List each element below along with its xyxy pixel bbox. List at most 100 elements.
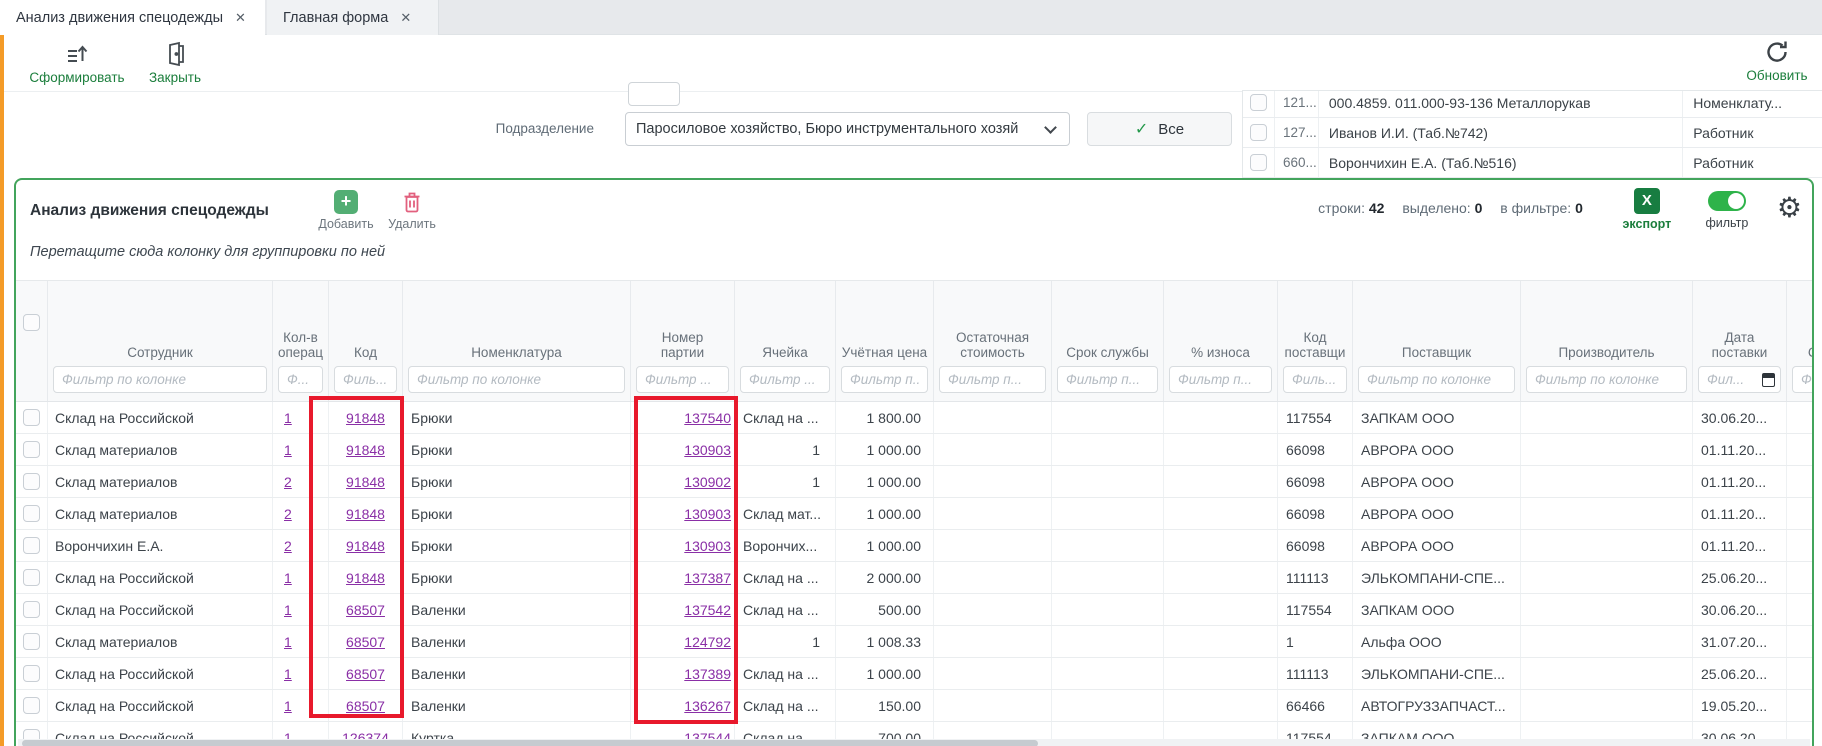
row-checkbox[interactable]: [23, 505, 40, 522]
filter-input-batch[interactable]: [636, 366, 729, 393]
row-checkbox[interactable]: [23, 697, 40, 714]
table-row[interactable]: Склад на Российской 1 68507 Валенки 1373…: [16, 658, 1812, 690]
filter-input-service-life[interactable]: [1057, 366, 1158, 393]
select-all-button[interactable]: ✓ Все: [1087, 112, 1232, 146]
table-row[interactable]: Склад на Российской 1 68507 Валенки 1375…: [16, 594, 1812, 626]
cell-code-link[interactable]: 68507: [329, 658, 403, 689]
cell-code-link[interactable]: 91848: [329, 498, 403, 529]
col-header-employee[interactable]: Сотрудник: [48, 281, 273, 364]
cell-code-link[interactable]: 68507: [329, 690, 403, 721]
cell-batch-link[interactable]: 137542: [631, 594, 735, 625]
col-header-supplier-code[interactable]: Код поставщи: [1278, 281, 1353, 364]
tab-analysis[interactable]: Анализ движения спецодежды ✕: [0, 0, 265, 35]
col-header-manufacturer[interactable]: Производитель: [1521, 281, 1693, 364]
toggle-on-icon[interactable]: [1707, 191, 1746, 211]
cell-ops-link[interactable]: 1: [273, 402, 329, 433]
cell-ops-link[interactable]: 1: [273, 434, 329, 465]
col-header-cell[interactable]: Ячейка: [735, 281, 836, 364]
calendar-icon[interactable]: [1762, 373, 1775, 387]
filter-input-cell[interactable]: [740, 366, 830, 393]
table-row[interactable]: Склад материалов 2 91848 Брюки 130902 1 …: [16, 466, 1812, 498]
list-item[interactable]: 121... 000.4859. 011.000-93-136 Металлор…: [1243, 91, 1822, 118]
add-button[interactable]: + Добавить: [314, 190, 378, 231]
cell-code-link[interactable]: 91848: [329, 530, 403, 561]
col-header-residual[interactable]: Остаточная стоимость: [934, 281, 1052, 364]
cell-code-link[interactable]: 91848: [329, 562, 403, 593]
col-header-series[interactable]: Се: [1787, 281, 1812, 364]
cell-batch-link[interactable]: 124792: [631, 626, 735, 657]
scrollbar-thumb[interactable]: [22, 740, 1038, 746]
filter-input-residual[interactable]: [939, 366, 1046, 393]
col-header-wear[interactable]: % износа: [1164, 281, 1278, 364]
col-header-delivery-date[interactable]: Дата поставки: [1693, 281, 1787, 364]
cell-batch-link[interactable]: 130903: [631, 498, 735, 529]
filter-input-supplier[interactable]: [1358, 366, 1515, 393]
cell-batch-link[interactable]: 130902: [631, 466, 735, 497]
cell-ops-link[interactable]: 1: [273, 658, 329, 689]
list-item[interactable]: 127... Иванов И.И. (Таб.№742) Работник: [1243, 118, 1822, 148]
cell-batch-link[interactable]: 136267: [631, 690, 735, 721]
cell-code-link[interactable]: 91848: [329, 434, 403, 465]
row-checkbox[interactable]: [1249, 94, 1267, 111]
tab-main-form[interactable]: Главная форма ✕: [267, 0, 439, 35]
cell-ops-link[interactable]: 1: [273, 690, 329, 721]
cell-ops-link[interactable]: 2: [273, 498, 329, 529]
filter-input-price[interactable]: [841, 366, 928, 393]
row-checkbox[interactable]: [1249, 124, 1267, 141]
close-icon[interactable]: ✕: [235, 9, 246, 25]
horizontal-scrollbar[interactable]: [18, 739, 1810, 746]
col-header-price[interactable]: Учётная цена: [836, 281, 934, 364]
cell-batch-link[interactable]: 137540: [631, 402, 735, 433]
delete-button[interactable]: Удалить: [380, 190, 444, 231]
row-checkbox[interactable]: [1249, 154, 1267, 171]
cell-code-link[interactable]: 68507: [329, 626, 403, 657]
refresh-button[interactable]: Обновить: [1732, 39, 1822, 83]
cell-ops-link[interactable]: 1: [273, 722, 329, 746]
filter-input-wear[interactable]: [1169, 366, 1272, 393]
export-button[interactable]: X экспорт: [1621, 188, 1673, 231]
filter-input-ops[interactable]: [278, 366, 323, 393]
row-checkbox[interactable]: [23, 569, 40, 586]
cell-ops-link[interactable]: 2: [273, 466, 329, 497]
filter-input-manufacturer[interactable]: [1526, 366, 1687, 393]
cell-batch-link[interactable]: 130903: [631, 434, 735, 465]
cell-batch-link[interactable]: 137387: [631, 562, 735, 593]
partial-input[interactable]: [628, 82, 680, 106]
close-icon[interactable]: ✕: [400, 9, 412, 25]
filter-input-series[interactable]: [1792, 366, 1812, 393]
filter-input-supplier-code[interactable]: [1283, 366, 1347, 393]
filter-input-employee[interactable]: [53, 366, 267, 393]
row-checkbox[interactable]: [23, 601, 40, 618]
cell-code-link[interactable]: 68507: [329, 594, 403, 625]
row-checkbox[interactable]: [23, 473, 40, 490]
cell-batch-link[interactable]: 137389: [631, 658, 735, 689]
gear-icon[interactable]: ⚙: [1776, 192, 1802, 223]
row-checkbox[interactable]: [23, 441, 40, 458]
list-item[interactable]: 660... Ворончихин Е.А. (Таб.№516) Работн…: [1243, 148, 1822, 178]
table-row[interactable]: Склад материалов 2 91848 Брюки 130903 Ск…: [16, 498, 1812, 530]
cell-ops-link[interactable]: 1: [273, 626, 329, 657]
select-all-checkbox[interactable]: [23, 314, 40, 331]
row-checkbox[interactable]: [23, 633, 40, 650]
cell-ops-link[interactable]: 1: [273, 594, 329, 625]
department-dropdown[interactable]: Паросиловое хозяйство, Бюро инструментал…: [625, 112, 1070, 146]
col-header-service-life[interactable]: Срок службы: [1052, 281, 1164, 364]
cell-ops-link[interactable]: 1: [273, 562, 329, 593]
table-row[interactable]: Склад на Российской 1 91848 Брюки 137540…: [16, 402, 1812, 434]
filter-input-nomenclature[interactable]: [408, 366, 625, 393]
row-checkbox[interactable]: [23, 537, 40, 554]
table-row[interactable]: Склад материалов 1 91848 Брюки 130903 1 …: [16, 434, 1812, 466]
cell-batch-link[interactable]: 130903: [631, 530, 735, 561]
col-header-batch[interactable]: Номер партии: [631, 281, 735, 364]
close-form-button[interactable]: Закрыть: [135, 41, 215, 85]
cell-code-link[interactable]: 91848: [329, 402, 403, 433]
col-header-code[interactable]: Код: [329, 281, 403, 364]
col-header-supplier[interactable]: Поставщик: [1353, 281, 1521, 364]
cell-ops-link[interactable]: 2: [273, 530, 329, 561]
row-checkbox[interactable]: [23, 409, 40, 426]
col-header-nomenclature[interactable]: Номенклатура: [403, 281, 631, 364]
filter-toggle[interactable]: фильтр: [1701, 188, 1753, 230]
row-checkbox[interactable]: [23, 665, 40, 682]
col-header-ops[interactable]: Кол-в операц: [273, 281, 329, 364]
table-row[interactable]: Склад материалов 1 68507 Валенки 124792 …: [16, 626, 1812, 658]
